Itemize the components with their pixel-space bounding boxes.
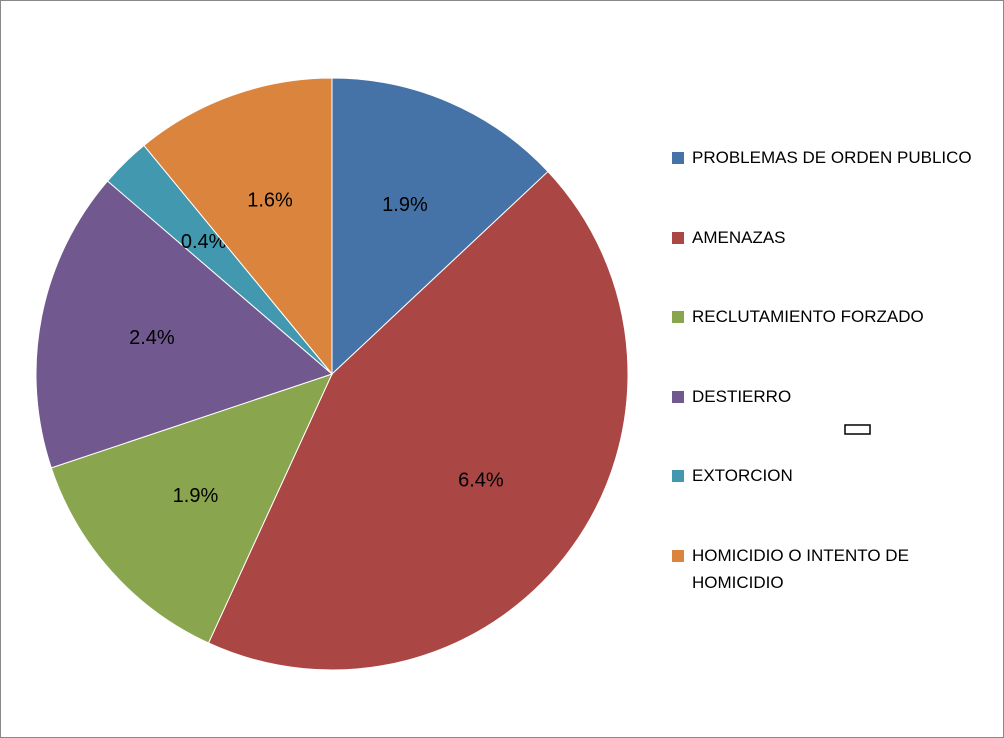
legend-entry: HOMICIDIO O INTENTO DE HOMICIDIO bbox=[672, 542, 992, 596]
data-label: 2.4% bbox=[129, 327, 175, 349]
legend-entry: EXTORCION bbox=[672, 462, 992, 489]
small-box bbox=[844, 424, 871, 435]
legend-label: EXTORCION bbox=[692, 466, 793, 486]
legend-swatch bbox=[672, 231, 684, 244]
pie-slice bbox=[143, 77, 333, 376]
legend-swatch bbox=[672, 550, 684, 562]
legend-label: DESTIERRO bbox=[692, 386, 792, 406]
legend-label: RECLUTAMIENTO FORZADO bbox=[692, 307, 924, 327]
data-label: 1.9% bbox=[173, 485, 219, 507]
legend-entry: DESTIERRO bbox=[672, 383, 992, 410]
pie-slice bbox=[207, 170, 629, 671]
legend-entry: PROBLEMAS DE ORDEN PUBLICO bbox=[672, 144, 992, 171]
legend-swatch bbox=[672, 390, 684, 403]
data-label: 1.6% bbox=[247, 190, 293, 212]
legend-swatch bbox=[672, 152, 684, 164]
legend-swatch bbox=[672, 311, 684, 324]
pie-slice bbox=[50, 373, 333, 644]
legend-label: AMENAZAS bbox=[692, 227, 786, 247]
pie-slice bbox=[331, 77, 549, 376]
legend-label: HOMICIDIO O INTENTO DE HOMICIDIO bbox=[692, 546, 909, 592]
pie-slice bbox=[35, 180, 333, 469]
data-label: 0.4% bbox=[181, 231, 227, 253]
legend-entry: RECLUTAMIENTO FORZADO bbox=[672, 303, 992, 330]
data-label: 1.9% bbox=[382, 194, 428, 216]
legend-entry: AMENAZAS bbox=[672, 224, 992, 251]
data-label: 6.4% bbox=[458, 470, 504, 492]
legend-label: PROBLEMAS DE ORDEN PUBLICO bbox=[692, 148, 972, 167]
legend-swatch bbox=[672, 470, 684, 483]
